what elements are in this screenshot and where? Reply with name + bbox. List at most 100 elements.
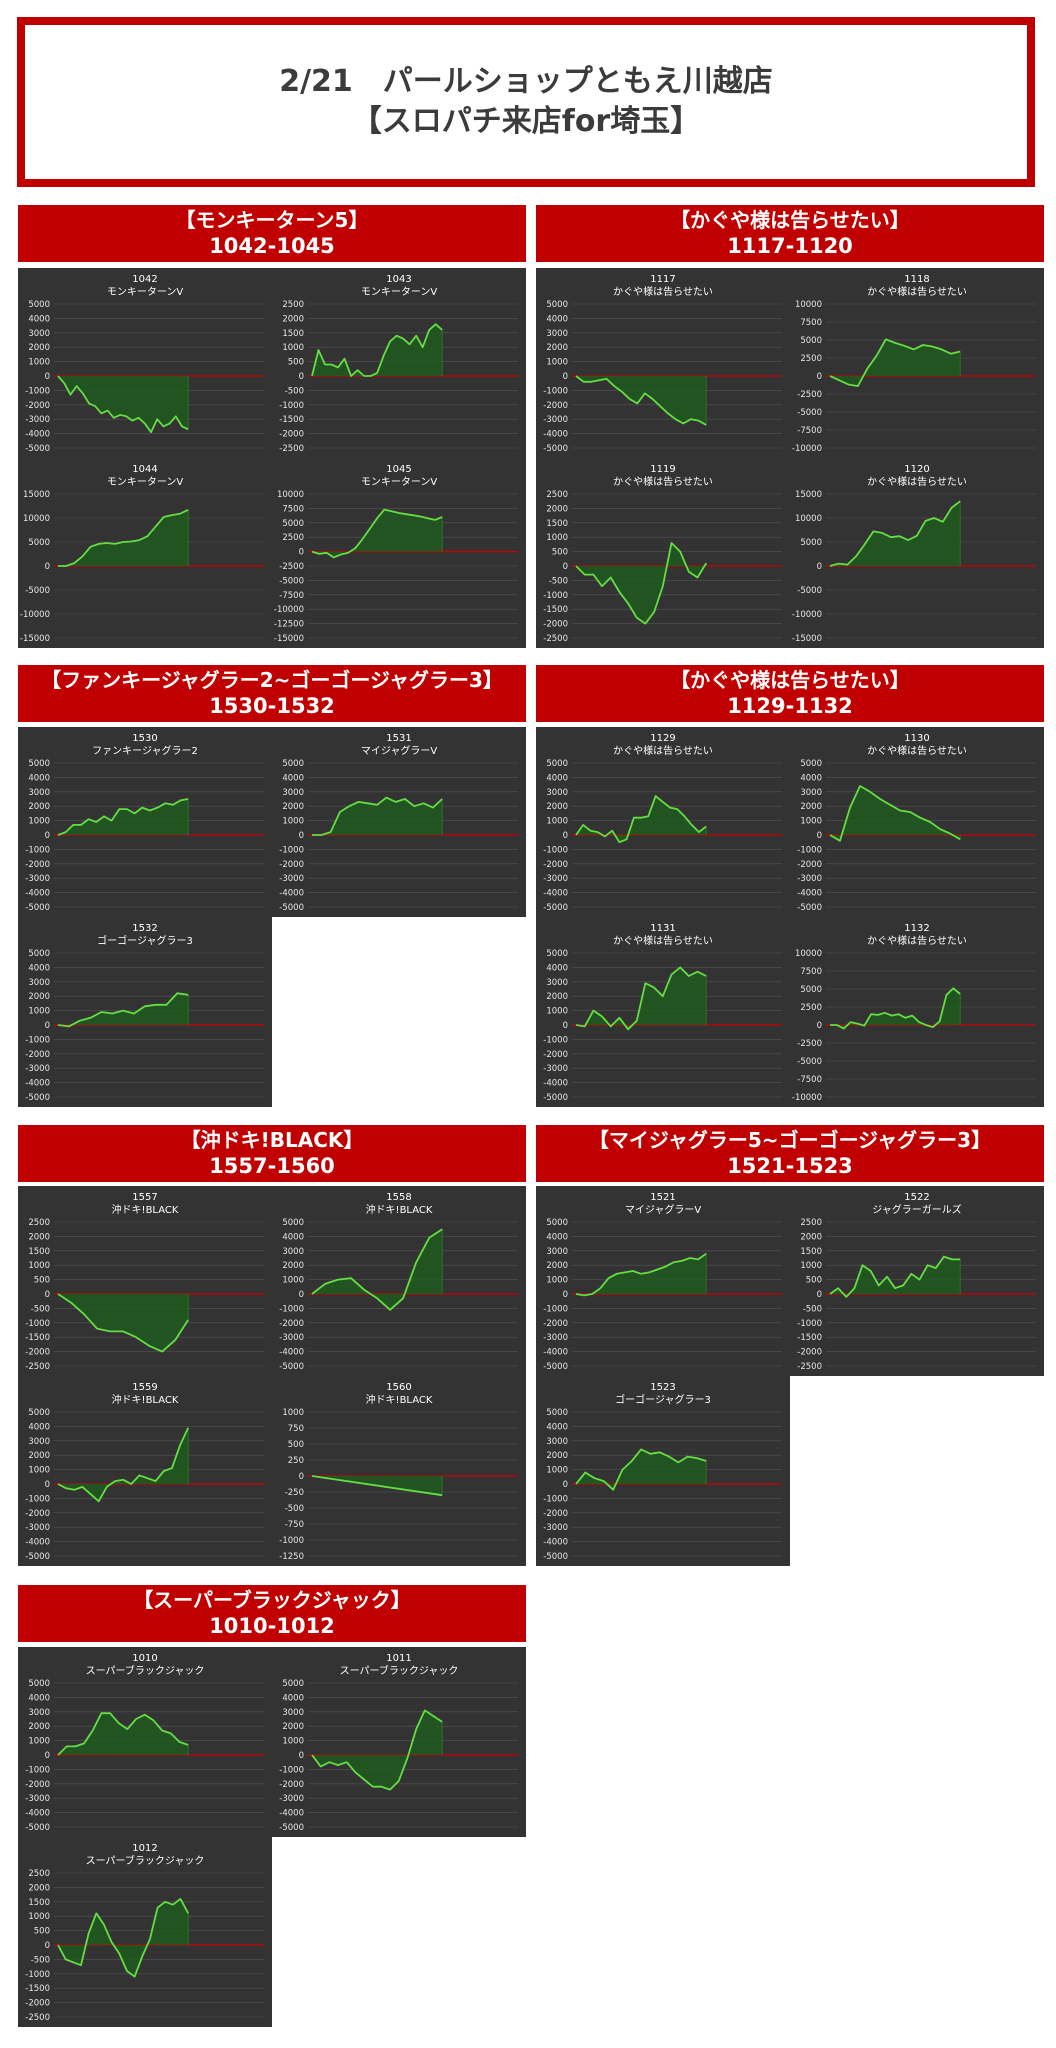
- y-tick-label: -2500: [797, 390, 822, 400]
- y-tick-label: 3000: [546, 329, 568, 339]
- y-tick-label: -1000: [797, 845, 822, 855]
- y-tick-label: -3000: [279, 1333, 304, 1343]
- y-tick-label: -4000: [25, 1079, 50, 1089]
- series-line: [311, 323, 443, 377]
- chart-machine-name: マイジャグラーV: [361, 744, 437, 757]
- chart-panel-1131: 1131 かぐや様は告らせたい 5000 4000 3000 2000 1000 0 -1000…: [536, 917, 790, 1107]
- y-tick-label: 5000: [546, 1408, 568, 1418]
- y-tick-label: 4000: [282, 1693, 304, 1703]
- chart-panel-1129: 1129 かぐや様は告らせたい 5000 4000 3000 2000 1000 0 -1000…: [536, 727, 790, 917]
- y-tick-label: 5000: [28, 538, 50, 548]
- y-tick-label: -1000: [25, 845, 50, 855]
- series-line: [57, 375, 189, 434]
- chart-machine-name: 沖ドキ!BLACK: [112, 1203, 179, 1216]
- chart-panel-1531: 1531 マイジャグラーV 5000 4000 3000 2000 1000 0 -1000 -2…: [272, 727, 526, 917]
- y-tick-label: 1000: [546, 1276, 568, 1286]
- y-tick-label: 5000: [800, 538, 822, 548]
- chart-machine-name: マイジャグラーV: [625, 1203, 701, 1216]
- series-area: [58, 376, 189, 433]
- y-tick-label: -5000: [543, 1362, 568, 1372]
- chart-panel-1560: 1560 沖ドキ!BLACK 1000 750 500 250 0 -250 -500 -750 -…: [272, 1376, 526, 1566]
- group-name: 【スーパーブラックジャック】: [133, 1588, 411, 1612]
- y-tick-label: 0: [45, 1021, 50, 1031]
- y-tick-label: 1000: [28, 817, 50, 827]
- chart-number: 1011: [386, 1653, 411, 1664]
- y-tick-label: 3000: [546, 1437, 568, 1447]
- y-tick-label: -1000: [797, 1319, 822, 1329]
- series-area: [312, 1229, 443, 1310]
- y-tick-label: 2000: [282, 802, 304, 812]
- y-tick-label: -10000: [792, 444, 822, 454]
- series-area: [576, 376, 707, 425]
- y-tick-label: 2000: [546, 992, 568, 1002]
- y-tick-label: 0: [817, 1290, 822, 1300]
- group-header-super-black-jack: 【スーパーブラックジャック】 1010-1012: [18, 1585, 526, 1642]
- y-tick-label: 4000: [546, 1232, 568, 1242]
- y-tick-label: -12500: [274, 620, 304, 630]
- y-tick-label: 3000: [28, 329, 50, 339]
- chart-machine-name: かぐや様は告らせたい: [613, 744, 713, 757]
- chart-number: 1132: [904, 923, 929, 934]
- chart-panel-1522: 1522 ジャグラーガールズ 2500 2000 1500 1000 500 0 -500 -10…: [790, 1186, 1044, 1376]
- chart-machine-name: かぐや様は告らせたい: [867, 744, 967, 757]
- y-tick-label: 1000: [28, 1737, 50, 1747]
- y-tick-label: 0: [299, 1751, 304, 1761]
- chart-machine-name: スーパーブラックジャック: [340, 1664, 459, 1677]
- y-tick-label: -2000: [279, 430, 304, 440]
- y-tick-label: -4000: [279, 1809, 304, 1819]
- y-tick-label: 1000: [282, 1408, 304, 1418]
- y-tick-label: 10000: [795, 514, 822, 524]
- y-tick-label: 1000: [546, 1466, 568, 1476]
- group-header-kaguya-1129: 【かぐや様は告らせたい】 1129-1132: [536, 665, 1044, 722]
- y-tick-label: 0: [299, 372, 304, 382]
- y-tick-label: 2000: [546, 1261, 568, 1271]
- series-line: [311, 508, 443, 559]
- series-line: [829, 338, 961, 387]
- chart-number: 1012: [132, 1843, 157, 1854]
- y-tick-label: 5000: [546, 300, 568, 310]
- y-tick-label: -4000: [797, 889, 822, 899]
- chart-number: 1523: [650, 1382, 675, 1393]
- y-tick-label: 2000: [546, 343, 568, 353]
- y-tick-label: 1500: [282, 329, 304, 339]
- y-tick-label: 4000: [546, 314, 568, 324]
- chart-number: 1010: [132, 1653, 157, 1664]
- page-title-box: 2/21 パールショップともえ川越店 【スロパチ来店for埼玉】: [17, 17, 1035, 187]
- y-tick-label: -2500: [797, 1362, 822, 1372]
- y-tick-label: 3000: [28, 1437, 50, 1447]
- series-area: [830, 988, 961, 1029]
- series-line: [58, 508, 189, 567]
- chart-number: 1131: [650, 923, 675, 934]
- y-tick-label: 0: [45, 562, 50, 572]
- y-tick-label: -3000: [279, 1794, 304, 1804]
- y-tick-label: 2000: [282, 1261, 304, 1271]
- y-tick-label: 2500: [800, 1218, 822, 1228]
- chart-number: 1530: [132, 733, 157, 744]
- y-tick-label: -2000: [25, 860, 50, 870]
- series-area: [830, 501, 961, 566]
- y-tick-label: -4000: [25, 430, 50, 440]
- y-tick-label: 4000: [546, 1422, 568, 1432]
- y-tick-label: 7500: [282, 504, 304, 514]
- y-tick-label: 1000: [282, 817, 304, 827]
- y-tick-label: 3000: [282, 1247, 304, 1257]
- y-tick-label: -2500: [797, 1039, 822, 1049]
- y-tick-label: 4000: [28, 1422, 50, 1432]
- y-tick-label: 0: [817, 831, 822, 841]
- y-tick-label: -3000: [543, 1523, 568, 1533]
- y-tick-label: -5000: [279, 1823, 304, 1833]
- y-tick-label: 4000: [800, 773, 822, 783]
- y-tick-label: -1000: [25, 1035, 50, 1045]
- y-tick-label: 750: [288, 1424, 304, 1434]
- chart-panel-1117: 1117 かぐや様は告らせたい 5000 4000 3000 2000 1000 0 -1000…: [536, 268, 790, 458]
- y-tick-label: -3000: [25, 1064, 50, 1074]
- group-name: 【沖ドキ!BLACK】: [180, 1128, 364, 1152]
- series-area: [576, 796, 707, 843]
- y-tick-label: -2000: [25, 1509, 50, 1519]
- y-tick-label: 0: [299, 1472, 304, 1482]
- y-tick-label: 5000: [282, 759, 304, 769]
- chart-panel-1042: 1042 モンキーターンV 5000 4000 3000 2000 1000 0 -1000 -2…: [18, 268, 272, 458]
